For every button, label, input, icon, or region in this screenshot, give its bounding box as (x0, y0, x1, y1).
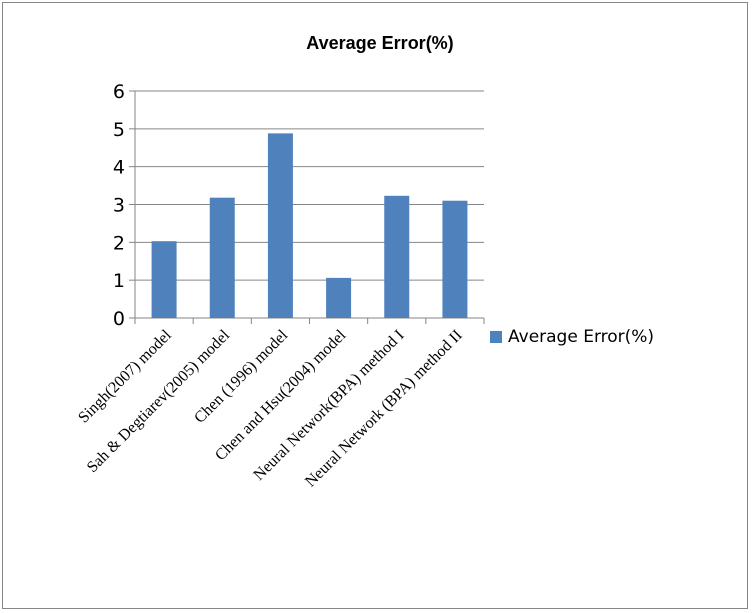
bar (326, 277, 352, 318)
y-tick-label: 4 (113, 157, 125, 179)
legend-swatch (490, 331, 502, 343)
y-tick-label: 1 (113, 270, 125, 292)
y-tick-label: 3 (113, 195, 125, 217)
bar (151, 241, 177, 318)
chart-title: Average Error(%) (306, 33, 454, 53)
y-tick-label: 6 (113, 81, 125, 103)
bar (267, 133, 293, 318)
y-tick-label: 5 (113, 119, 125, 141)
legend-label: Average Error(%) (508, 327, 655, 347)
bar (442, 200, 468, 318)
y-tick-label: 0 (113, 308, 125, 330)
bar (209, 197, 235, 318)
legend: Average Error(%) (490, 327, 654, 347)
y-tick-label: 2 (113, 232, 125, 254)
bar (384, 195, 410, 318)
